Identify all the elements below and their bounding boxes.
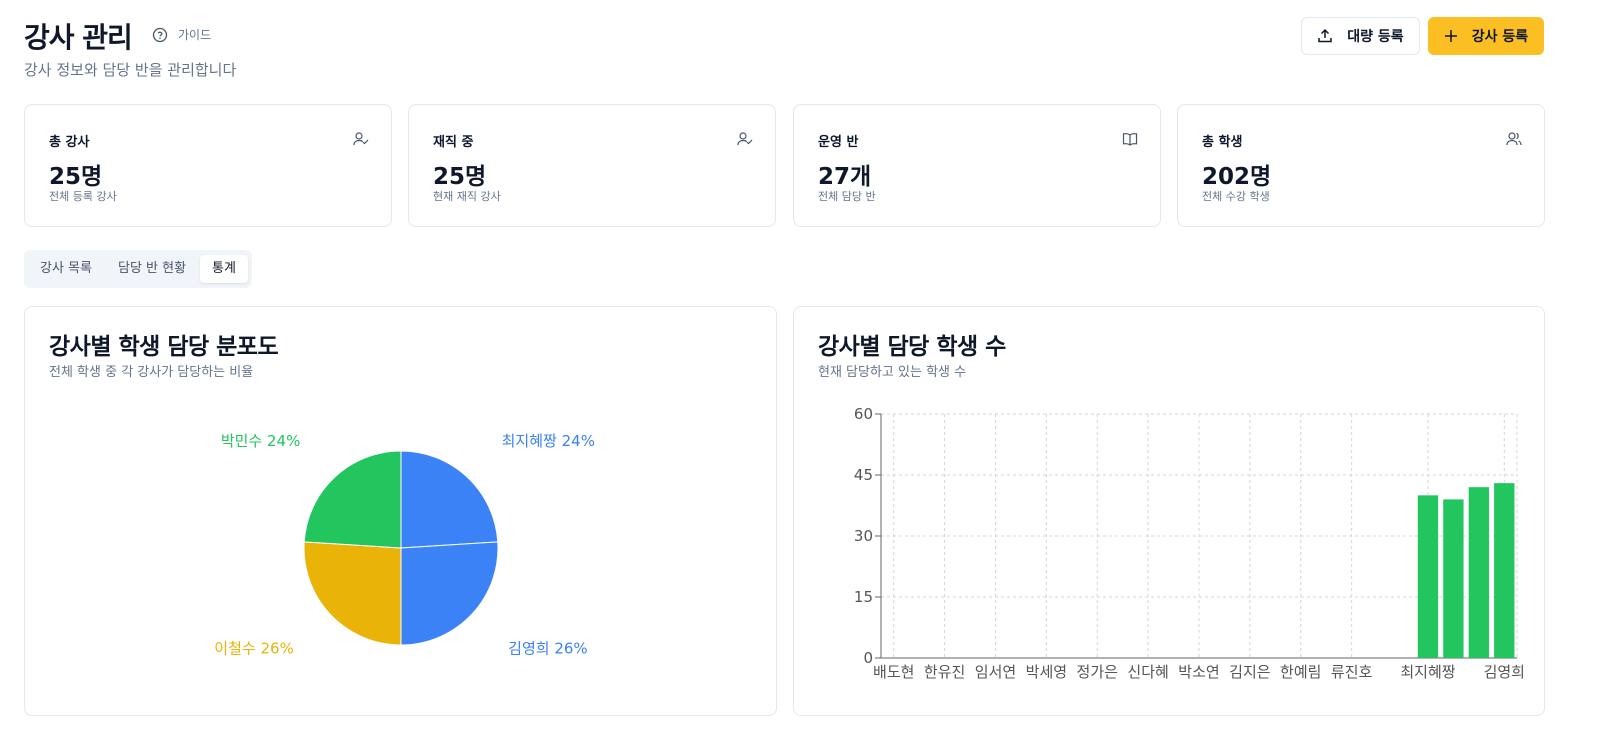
x-tick-label: 배도현 [873,663,914,681]
user-check-icon [737,132,753,146]
bar [1494,483,1515,658]
stat-note: 전체 등록 강사 [49,190,117,203]
slice-name: 김영희 [508,640,549,658]
x-tick-label: 임서연 [975,663,1016,681]
x-tick-label: 박소연 [1178,663,1219,681]
x-tick-label: 한유진 [924,663,965,681]
x-tick-label: 류진호 [1331,663,1373,681]
chart-title: 강사별 담당 학생 수 [818,334,1006,360]
pie-slice [400,541,499,646]
bar-chart: 0 15 30 45 60 배도현 한유진 임서연 박세영 정가은 신다혜 박소연 김지은 한예림 류진호 최… [854,405,1525,681]
slice-value: 24% [267,432,300,450]
plus-icon [1444,30,1457,42]
slice-label: 박민수 24% [221,432,301,450]
button-label: 대량 등록 [1347,29,1404,45]
stat-value: 25명 [49,164,103,190]
slice-name: 박민수 [221,432,262,450]
stat-note: 전체 수강 학생 [1202,190,1270,203]
y-tick-label: 15 [854,588,873,606]
y-tick-label: 45 [854,466,873,484]
x-tick-label: 최지혜짱 [1400,663,1455,681]
x-tick-label: 신다혜 [1127,663,1168,681]
slice-label: 최지혜짱 24% [502,432,595,450]
y-tick-label: 0 [863,649,873,667]
register-button[interactable]: 강사 등록 [1428,17,1544,55]
book-icon [1122,133,1138,146]
x-tick-label: 정가은 [1077,663,1118,681]
slice-label: 김영희 26% [508,640,588,658]
stat-note: 현재 재직 강사 [433,190,501,203]
pie-chart: 최지혜짱 24%김영희 26%이철수 26%박민수 24% [214,432,595,658]
bar [1417,495,1439,658]
pie-slice [303,541,402,646]
tab-bar: 강사 목록 담당 반 현황 통계 [24,250,252,288]
chart-subtitle: 전체 학생 중 각 강사가 담당하는 비율 [49,365,254,380]
slice-name: 이철수 [214,640,255,658]
slice-value: 24% [562,432,595,450]
bar [1468,487,1490,658]
chart-card: 0 15 30 45 60 배도현 한유진 임서연 박세영 정가은 신다혜 박소연 김지은 한예림 류진호 최… [793,306,1545,716]
stat-label: 운영 반 [818,135,859,150]
chart-title: 강사별 학생 담당 분포도 [49,334,279,360]
stat-note: 전체 담당 반 [818,190,876,203]
page-title: 강사 관리 [24,21,133,54]
x-tick-label: 박세영 [1026,663,1067,681]
stat-card: 총 학생 202명 전체 수강 학생 [1177,104,1545,227]
tab[interactable]: 강사 목록 [40,261,92,276]
y-tick-label: 60 [854,405,873,423]
x-tick-label: 김지은 [1229,663,1270,681]
stat-label: 총 강사 [49,135,90,150]
stat-value: 25명 [433,164,487,190]
user-check-icon [353,132,369,146]
pie-slice [303,450,402,549]
help-icon [152,27,168,42]
stat-value: 202명 [1202,164,1272,190]
bar [1443,499,1464,658]
stat-label: 총 학생 [1202,135,1243,150]
stat-label: 재직 중 [433,135,474,150]
slice-value: 26% [260,640,293,658]
tab[interactable]: 담당 반 현황 [118,261,187,276]
pie-slice [400,450,499,549]
y-tick-label: 30 [854,527,873,545]
page-subtitle: 강사 정보와 담당 반을 관리합니다 [24,61,237,79]
slice-label: 이철수 26% [214,640,294,658]
slice-value: 26% [554,640,587,658]
chart-card: 최지혜짱 24% 김영희 26% 이철수 26% 박민수 24% 강사별 학생 담당 … [24,306,777,716]
slice-name: 최지혜짱 [502,432,557,450]
bulk-register-button[interactable]: 대량 등록 [1301,17,1420,55]
guide-text: 가이드 [178,28,212,42]
button-label: 강사 등록 [1471,29,1529,45]
chart-subtitle: 현재 담당하고 있는 학생 수 [818,365,967,380]
x-tick-label: 김영희 [1484,663,1525,681]
tab-active[interactable]: 통계 [200,255,248,283]
upload-icon [1318,28,1333,43]
stat-card: 재직 중 25명 현재 재직 강사 [408,104,776,227]
stat-value: 27개 [818,164,872,190]
stat-card: 운영 반 27개 전체 담당 반 [793,104,1161,227]
stat-card: 총 강사 25명 전체 등록 강사 [24,104,392,227]
x-tick-label: 한예림 [1280,663,1321,681]
users-icon [1506,132,1522,146]
guide-link[interactable]: 가이드 [152,26,211,43]
